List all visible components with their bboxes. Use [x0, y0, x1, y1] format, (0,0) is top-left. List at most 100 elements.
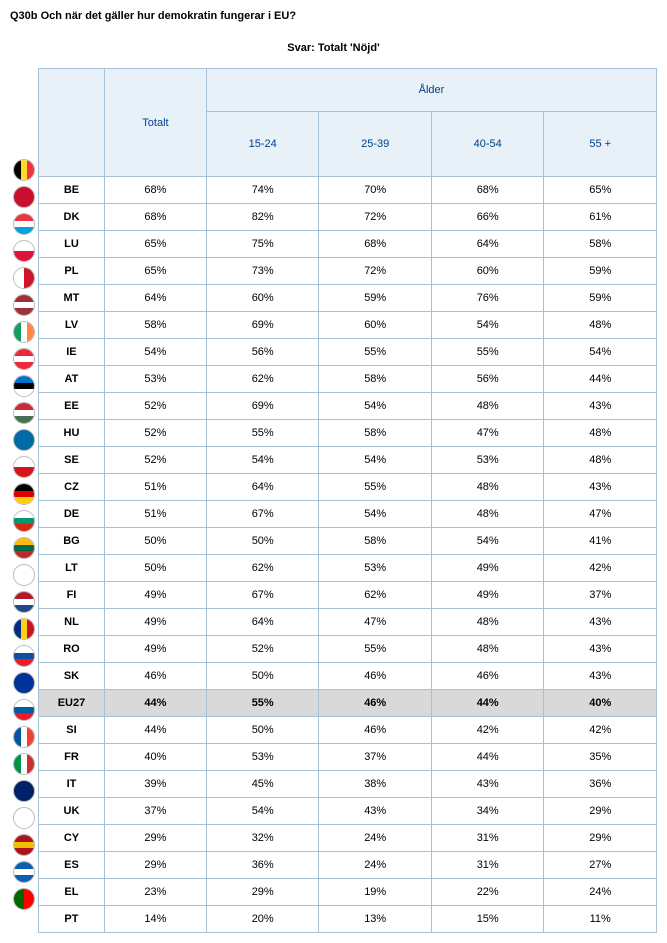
- header-total: Totalt: [104, 69, 206, 177]
- data-cell: 36%: [544, 771, 657, 798]
- country-code: SI: [39, 717, 105, 744]
- country-code: FI: [39, 582, 105, 609]
- data-cell: 49%: [431, 555, 544, 582]
- data-cell: 44%: [104, 717, 206, 744]
- table-row: IT39%45%38%43%36%: [39, 771, 657, 798]
- data-cell: 37%: [319, 744, 432, 771]
- data-cell: 68%: [104, 177, 206, 204]
- table-row: LU65%75%68%64%58%: [39, 231, 657, 258]
- data-cell: 69%: [206, 393, 319, 420]
- data-cell: 15%: [431, 906, 544, 933]
- data-cell: 29%: [206, 879, 319, 906]
- table-row: PL65%73%72%60%59%: [39, 258, 657, 285]
- header-age-group: Ålder: [206, 69, 656, 112]
- data-cell: 23%: [104, 879, 206, 906]
- country-code: IT: [39, 771, 105, 798]
- country-code: IE: [39, 339, 105, 366]
- data-cell: 62%: [206, 555, 319, 582]
- data-cell: 65%: [104, 231, 206, 258]
- data-cell: 58%: [319, 528, 432, 555]
- data-cell: 29%: [104, 825, 206, 852]
- data-cell: 45%: [206, 771, 319, 798]
- data-cell: 14%: [104, 906, 206, 933]
- table-row: BG50%50%58%54%41%: [39, 528, 657, 555]
- data-cell: 44%: [104, 690, 206, 717]
- data-cell: 55%: [206, 420, 319, 447]
- data-cell: 75%: [206, 231, 319, 258]
- country-code: LT: [39, 555, 105, 582]
- table-row: FR40%53%37%44%35%: [39, 744, 657, 771]
- country-code: CZ: [39, 474, 105, 501]
- data-cell: 48%: [544, 420, 657, 447]
- data-cell: 38%: [319, 771, 432, 798]
- data-cell: 61%: [544, 204, 657, 231]
- data-cell: 46%: [104, 663, 206, 690]
- table-row: CZ51%64%55%48%43%: [39, 474, 657, 501]
- data-cell: 20%: [206, 906, 319, 933]
- data-cell: 49%: [104, 582, 206, 609]
- data-cell: 46%: [431, 663, 544, 690]
- data-cell: 64%: [206, 474, 319, 501]
- country-code: SK: [39, 663, 105, 690]
- data-cell: 42%: [544, 717, 657, 744]
- country-code: RO: [39, 636, 105, 663]
- data-cell: 37%: [544, 582, 657, 609]
- data-cell: 54%: [431, 528, 544, 555]
- data-cell: 43%: [544, 393, 657, 420]
- data-cell: 72%: [319, 204, 432, 231]
- data-cell: 73%: [206, 258, 319, 285]
- data-cell: 55%: [431, 339, 544, 366]
- data-cell: 24%: [319, 825, 432, 852]
- table-row: EU2744%55%46%44%40%: [39, 690, 657, 717]
- table-row: LV58%69%60%54%48%: [39, 312, 657, 339]
- country-code: ES: [39, 852, 105, 879]
- table-row: EL23%29%19%22%24%: [39, 879, 657, 906]
- data-cell: 67%: [206, 582, 319, 609]
- data-cell: 49%: [431, 582, 544, 609]
- country-code: PL: [39, 258, 105, 285]
- flag-icon: [13, 186, 35, 208]
- data-cell: 60%: [319, 312, 432, 339]
- flag-icon: [13, 267, 35, 289]
- country-code: DE: [39, 501, 105, 528]
- flag-icon: [13, 537, 35, 559]
- flag-icon: [13, 753, 35, 775]
- data-cell: 56%: [206, 339, 319, 366]
- country-code: EU27: [39, 690, 105, 717]
- flag-icon: [13, 834, 35, 856]
- data-cell: 48%: [544, 447, 657, 474]
- table-row: CY29%32%24%31%29%: [39, 825, 657, 852]
- country-code: BE: [39, 177, 105, 204]
- header-age-3: 55 +: [544, 112, 657, 177]
- data-cell: 40%: [544, 690, 657, 717]
- country-code: BG: [39, 528, 105, 555]
- country-code: FR: [39, 744, 105, 771]
- data-cell: 50%: [206, 717, 319, 744]
- data-cell: 29%: [104, 852, 206, 879]
- flag-icon: [13, 240, 35, 262]
- table-row: SK46%50%46%46%43%: [39, 663, 657, 690]
- data-cell: 50%: [206, 528, 319, 555]
- table-wrap: Totalt Ålder 15-2425-3940-5455 + BE68%74…: [10, 68, 657, 933]
- table-row: NL49%64%47%48%43%: [39, 609, 657, 636]
- data-cell: 13%: [319, 906, 432, 933]
- flag-icon: [13, 861, 35, 883]
- data-cell: 54%: [206, 447, 319, 474]
- flag-icon: [13, 294, 35, 316]
- data-cell: 29%: [544, 825, 657, 852]
- data-cell: 76%: [431, 285, 544, 312]
- table-row: IE54%56%55%55%54%: [39, 339, 657, 366]
- data-cell: 22%: [431, 879, 544, 906]
- data-cell: 48%: [544, 312, 657, 339]
- data-cell: 43%: [431, 771, 544, 798]
- data-cell: 72%: [319, 258, 432, 285]
- data-cell: 62%: [206, 366, 319, 393]
- table-row: BE68%74%70%68%65%: [39, 177, 657, 204]
- data-cell: 65%: [104, 258, 206, 285]
- data-cell: 31%: [431, 852, 544, 879]
- data-cell: 68%: [104, 204, 206, 231]
- data-cell: 46%: [319, 717, 432, 744]
- header-age-1: 25-39: [319, 112, 432, 177]
- data-cell: 64%: [206, 609, 319, 636]
- header-age-0: 15-24: [206, 112, 319, 177]
